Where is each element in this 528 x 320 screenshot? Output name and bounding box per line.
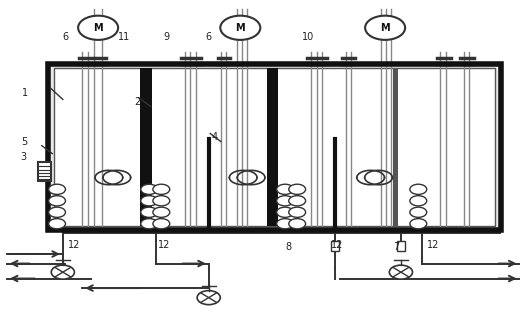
Circle shape xyxy=(153,184,169,195)
Circle shape xyxy=(141,184,158,195)
Circle shape xyxy=(49,219,65,229)
Circle shape xyxy=(410,196,427,206)
Bar xyxy=(48,64,501,230)
Text: 3: 3 xyxy=(21,152,27,162)
Text: M: M xyxy=(235,23,245,33)
Circle shape xyxy=(277,219,294,229)
Bar xyxy=(397,241,405,251)
Text: 8: 8 xyxy=(285,242,291,252)
Text: 12: 12 xyxy=(68,240,80,250)
Circle shape xyxy=(49,196,65,206)
Text: 6: 6 xyxy=(63,32,69,42)
Circle shape xyxy=(410,219,427,229)
Circle shape xyxy=(277,207,294,217)
Circle shape xyxy=(410,207,427,217)
Circle shape xyxy=(49,184,65,195)
Circle shape xyxy=(153,196,169,206)
Text: 12: 12 xyxy=(332,240,344,250)
Circle shape xyxy=(153,219,169,229)
Text: M: M xyxy=(93,23,103,33)
Circle shape xyxy=(277,196,294,206)
Text: 2: 2 xyxy=(135,97,140,107)
Circle shape xyxy=(153,207,169,217)
Circle shape xyxy=(289,196,306,206)
Circle shape xyxy=(277,184,294,195)
Bar xyxy=(37,162,51,181)
Circle shape xyxy=(51,265,74,279)
Circle shape xyxy=(220,16,260,40)
Text: 11: 11 xyxy=(118,32,130,42)
Bar xyxy=(140,68,152,226)
Bar xyxy=(48,64,501,230)
Text: 9: 9 xyxy=(163,32,169,42)
Circle shape xyxy=(141,196,158,206)
Bar xyxy=(54,68,495,226)
Circle shape xyxy=(289,219,306,229)
Bar xyxy=(331,241,340,251)
Text: 6: 6 xyxy=(205,32,211,42)
Circle shape xyxy=(141,207,158,217)
Circle shape xyxy=(289,207,306,217)
Text: 5: 5 xyxy=(21,137,27,147)
Text: 10: 10 xyxy=(302,32,314,42)
Circle shape xyxy=(78,16,118,40)
Text: M: M xyxy=(380,23,390,33)
Circle shape xyxy=(289,184,306,195)
Text: 12: 12 xyxy=(158,240,170,250)
Circle shape xyxy=(141,219,158,229)
Circle shape xyxy=(389,265,412,279)
Text: 4: 4 xyxy=(211,132,218,142)
Text: 7: 7 xyxy=(393,242,399,252)
Circle shape xyxy=(365,16,405,40)
Bar xyxy=(267,68,278,226)
Circle shape xyxy=(49,207,65,217)
Circle shape xyxy=(410,184,427,195)
Circle shape xyxy=(197,291,220,305)
Text: 1: 1 xyxy=(22,88,28,98)
Text: 12: 12 xyxy=(427,240,440,250)
Bar xyxy=(393,68,398,226)
